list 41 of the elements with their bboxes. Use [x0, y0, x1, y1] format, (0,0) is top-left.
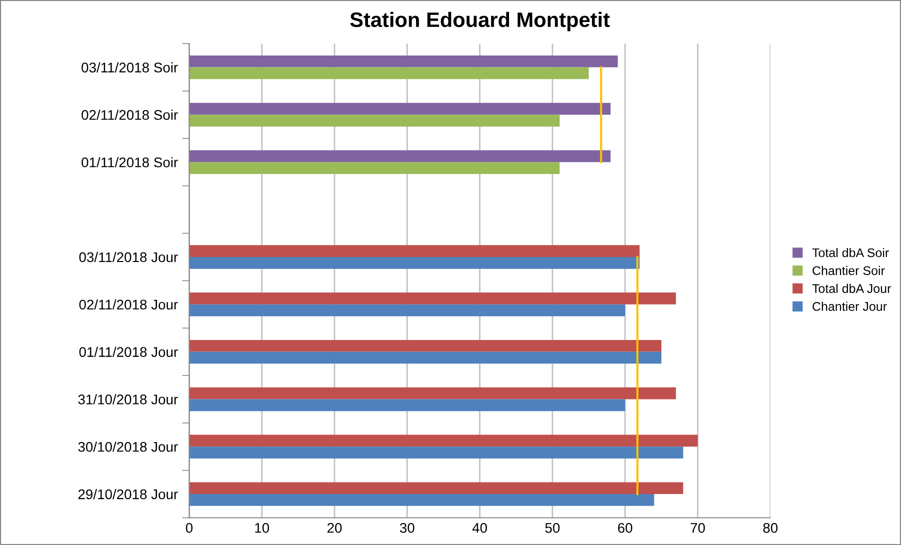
bar: [189, 292, 676, 304]
x-tick-label: 70: [690, 522, 705, 533]
bar: [189, 245, 640, 257]
x-tick-label: 10: [255, 522, 270, 533]
x-tick-label: 80: [763, 522, 778, 533]
y-tick-label: 02/11/2018 Soir: [82, 110, 178, 120]
x-tick-label: 60: [618, 522, 632, 533]
y-tick-label: 02/11/2018 Jour: [79, 299, 178, 310]
bar: [189, 114, 560, 127]
bar: [189, 387, 676, 400]
bar: [189, 494, 654, 506]
bar: [189, 340, 662, 352]
y-tick-label: 01/11/2018 Jour: [79, 346, 178, 357]
x-tick-label: 50: [545, 522, 560, 533]
chart-title: Station Edouard Montpetit: [350, 12, 610, 32]
bar: [189, 150, 611, 162]
x-tick-label: 20: [327, 522, 342, 533]
legend-label: Total dbA Soir: [812, 248, 889, 258]
y-tick-label: 01/11/2018 Soir: [82, 157, 178, 168]
legend-label: Total dbA Jour: [812, 284, 891, 293]
x-tick-label: 40: [472, 522, 487, 533]
y-tick-label: 03/11/2018 Jour: [79, 252, 178, 262]
bar: [189, 304, 626, 316]
bar: [189, 352, 662, 364]
bar: [189, 256, 640, 269]
bar: [189, 482, 684, 494]
bar: [189, 55, 618, 68]
y-tick-label: 03/11/2018 Soir: [82, 62, 178, 72]
bar: [189, 67, 589, 80]
bar: [189, 434, 698, 447]
x-tick-label: 0: [186, 522, 193, 533]
bar: [189, 399, 626, 412]
y-tick-label: 29/10/2018 Jour: [78, 489, 178, 500]
y-tick-label: 30/10/2018 Jour: [78, 442, 178, 452]
bar: [189, 446, 684, 458]
y-tick-label: 31/10/2018 Jour: [78, 394, 178, 404]
bar: [189, 162, 560, 174]
legend-label: Chantier Jour: [812, 302, 887, 311]
x-tick-label: 30: [400, 522, 414, 533]
bar: [189, 102, 611, 115]
legend-label: Chantier Soir: [812, 266, 885, 276]
